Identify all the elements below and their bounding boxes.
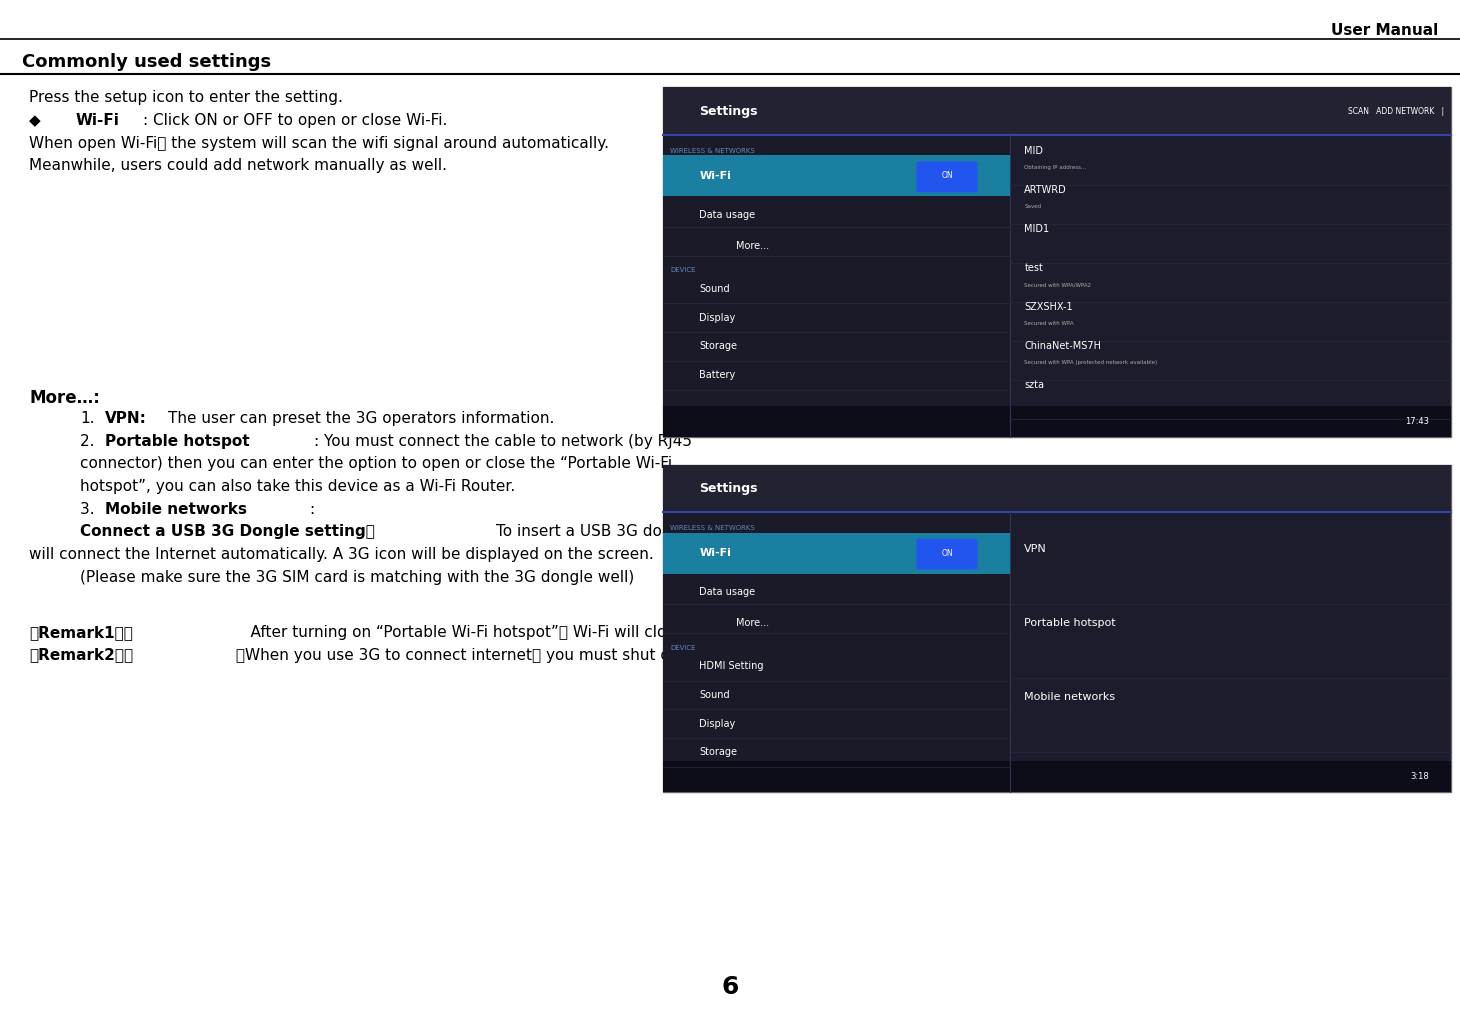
Text: More...: More... bbox=[736, 618, 769, 628]
FancyBboxPatch shape bbox=[663, 533, 1010, 574]
Text: DEVICE: DEVICE bbox=[670, 645, 695, 651]
Text: 【Remark1】：: 【Remark1】： bbox=[29, 625, 133, 640]
FancyBboxPatch shape bbox=[663, 761, 1451, 792]
Text: 6: 6 bbox=[721, 976, 739, 999]
Text: ◆: ◆ bbox=[29, 113, 55, 128]
Text: Display: Display bbox=[699, 313, 736, 323]
FancyBboxPatch shape bbox=[917, 539, 978, 570]
Text: VPN:: VPN: bbox=[105, 411, 147, 427]
Text: (Please make sure the 3G SIM card is matching with the 3G dongle well): (Please make sure the 3G SIM card is mat… bbox=[80, 570, 635, 585]
FancyBboxPatch shape bbox=[663, 512, 1010, 792]
Text: Obtaining IP address...: Obtaining IP address... bbox=[1025, 166, 1086, 170]
Text: User Manual: User Manual bbox=[1332, 23, 1438, 38]
Text: : You must connect the cable to network (by RJ45: : You must connect the cable to network … bbox=[314, 434, 692, 449]
Text: Storage: Storage bbox=[699, 341, 737, 352]
FancyBboxPatch shape bbox=[663, 465, 1451, 792]
Text: 17:43: 17:43 bbox=[1406, 417, 1429, 426]
Text: Settings: Settings bbox=[699, 482, 758, 494]
Text: Data usage: Data usage bbox=[699, 587, 755, 597]
Text: Press the setup icon to enter the setting.: Press the setup icon to enter the settin… bbox=[29, 90, 343, 106]
Text: Connect a USB 3G Dongle setting：: Connect a USB 3G Dongle setting： bbox=[80, 524, 375, 540]
Text: Portable hotspot: Portable hotspot bbox=[1025, 618, 1115, 628]
FancyBboxPatch shape bbox=[663, 135, 1010, 437]
Text: Wi-Fi: Wi-Fi bbox=[699, 548, 731, 558]
Text: Data usage: Data usage bbox=[699, 210, 755, 220]
Text: test: test bbox=[1025, 263, 1044, 273]
Text: szta: szta bbox=[1025, 380, 1044, 391]
Text: WIRELESS & NETWORKS: WIRELESS & NETWORKS bbox=[670, 525, 755, 531]
FancyBboxPatch shape bbox=[663, 406, 1451, 437]
Text: 【Remark2】：: 【Remark2】： bbox=[29, 648, 133, 663]
Text: More…:: More…: bbox=[29, 389, 101, 407]
Text: connector) then you can enter the option to open or close the “Portable Wi-Fi: connector) then you can enter the option… bbox=[80, 456, 673, 472]
FancyBboxPatch shape bbox=[663, 87, 1451, 135]
Text: Settings: Settings bbox=[699, 105, 758, 117]
FancyBboxPatch shape bbox=[663, 87, 1451, 437]
Text: Display: Display bbox=[699, 719, 736, 729]
Text: HDMI Setting: HDMI Setting bbox=[699, 661, 764, 671]
Text: WIRELESS & NETWORKS: WIRELESS & NETWORKS bbox=[670, 148, 755, 154]
Text: VPN: VPN bbox=[1025, 544, 1047, 554]
Text: ChinaNet-MS7H: ChinaNet-MS7H bbox=[1025, 341, 1101, 352]
Text: SCAN   ADD NETWORK   |: SCAN ADD NETWORK | bbox=[1348, 107, 1444, 115]
FancyBboxPatch shape bbox=[663, 155, 1010, 196]
Text: DEVICE: DEVICE bbox=[670, 267, 695, 273]
Text: Secured with WPA/WPA2: Secured with WPA/WPA2 bbox=[1025, 283, 1092, 287]
Text: When you use 3G to connect internet， you must shut off Wi-Fi first.: When you use 3G to connect internet， you… bbox=[231, 648, 761, 663]
Text: Sound: Sound bbox=[699, 690, 730, 700]
Text: Mobile networks: Mobile networks bbox=[105, 502, 247, 517]
Text: To insert a USB 3G dongle, the device: To insert a USB 3G dongle, the device bbox=[496, 524, 785, 540]
Text: hotspot”, you can also take this device as a Wi-Fi Router.: hotspot”, you can also take this device … bbox=[80, 479, 515, 494]
Text: Wi-Fi: Wi-Fi bbox=[699, 171, 731, 181]
Text: ARTWRD: ARTWRD bbox=[1025, 185, 1067, 195]
FancyBboxPatch shape bbox=[663, 465, 1451, 512]
Text: Wi-Fi: Wi-Fi bbox=[76, 113, 120, 128]
Text: More...: More... bbox=[736, 241, 769, 251]
Text: ON: ON bbox=[942, 549, 953, 557]
Text: Sound: Sound bbox=[699, 284, 730, 294]
Text: ON: ON bbox=[942, 172, 953, 180]
Text: 3.: 3. bbox=[80, 502, 99, 517]
Text: The user can preset the 3G operators information.: The user can preset the 3G operators inf… bbox=[168, 411, 555, 427]
Text: Mobile networks: Mobile networks bbox=[1025, 692, 1115, 702]
Text: Secured with WPA: Secured with WPA bbox=[1025, 322, 1075, 326]
Text: Commonly used settings: Commonly used settings bbox=[22, 53, 272, 72]
Text: Portable hotspot: Portable hotspot bbox=[105, 434, 250, 449]
Text: Secured with WPA (protected network available): Secured with WPA (protected network avai… bbox=[1025, 361, 1158, 365]
Text: : Click ON or OFF to open or close Wi-Fi.: : Click ON or OFF to open or close Wi-Fi… bbox=[143, 113, 447, 128]
Text: :: : bbox=[310, 502, 315, 517]
Text: MID: MID bbox=[1025, 146, 1044, 156]
Text: Storage: Storage bbox=[699, 747, 737, 758]
Text: When open Wi-Fi， the system will scan the wifi signal around automatically.: When open Wi-Fi， the system will scan th… bbox=[29, 136, 609, 151]
Text: SZXSHX-1: SZXSHX-1 bbox=[1025, 302, 1073, 313]
Text: 1.: 1. bbox=[80, 411, 95, 427]
Text: 3:18: 3:18 bbox=[1410, 772, 1429, 780]
Text: Battery: Battery bbox=[699, 370, 736, 380]
Text: MID1: MID1 bbox=[1025, 224, 1050, 234]
Text: Saved: Saved bbox=[1025, 205, 1041, 209]
Text: After turning on “Portable Wi-Fi hotspot”， Wi-Fi will close automatically.: After turning on “Portable Wi-Fi hotspot… bbox=[231, 625, 796, 640]
Text: 2.: 2. bbox=[80, 434, 99, 449]
Text: Meanwhile, users could add network manually as well.: Meanwhile, users could add network manua… bbox=[29, 158, 447, 174]
FancyBboxPatch shape bbox=[917, 161, 978, 192]
Text: will connect the Internet automatically. A 3G icon will be displayed on the scre: will connect the Internet automatically.… bbox=[29, 547, 654, 562]
